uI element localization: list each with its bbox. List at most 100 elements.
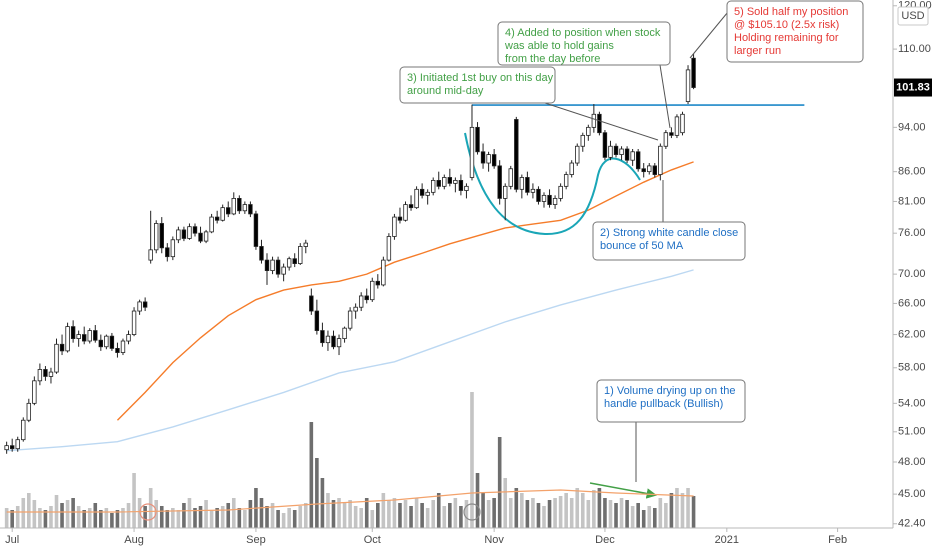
candle-body: [381, 259, 386, 286]
volume-bar: [592, 490, 596, 528]
candle-body: [647, 165, 652, 173]
volume-bar: [409, 506, 413, 528]
volume-bar: [287, 508, 291, 528]
callout-box: [497, 21, 671, 66]
volume-bar: [641, 510, 646, 528]
volume-bar: [10, 510, 14, 528]
candle-body: [187, 226, 192, 239]
candle-body: [259, 246, 264, 261]
candle-body: [613, 145, 619, 155]
candle-body: [608, 145, 613, 158]
y-tick-label: 76.00: [898, 227, 926, 239]
volume-bar: [508, 498, 513, 528]
volume-bar: [481, 493, 485, 528]
x-tick-label: Sep: [246, 534, 266, 546]
candle-body: [364, 295, 369, 301]
volume-bar: [337, 498, 341, 528]
volume-bar: [359, 508, 363, 528]
volume-bar: [376, 503, 380, 528]
candle-body: [491, 154, 497, 167]
volume-bar: [87, 508, 92, 528]
last-price-box: [894, 78, 932, 97]
x-tick-label: Oct: [364, 534, 381, 546]
candle-body: [37, 369, 43, 382]
candle-body: [26, 402, 32, 421]
candle-body: [137, 301, 142, 312]
candle-body: [87, 330, 92, 342]
volume-bar: [215, 508, 219, 528]
candle-body: [403, 204, 408, 221]
moving-average-line: [6, 269, 694, 452]
candle-body: [525, 177, 530, 193]
x-tick-label: Dec: [595, 534, 615, 546]
candle-body: [447, 177, 453, 184]
candle-body: [226, 207, 231, 215]
candle-body: [419, 188, 425, 196]
y-tick-label: 48.00: [898, 456, 926, 468]
volume-bar: [353, 506, 358, 528]
axes: 120.00 110.00 94.00 86.00 81.00 76.00 70.00 66.…: [5, 0, 932, 546]
x-tick-label: Jul: [5, 534, 19, 546]
candle-body: [9, 445, 15, 450]
volume-bar: [387, 500, 391, 528]
volume-bar: [691, 496, 696, 528]
volume-bar: [82, 510, 87, 528]
volume-bar: [580, 493, 585, 528]
candle-body: [453, 180, 458, 184]
candle-body: [541, 194, 547, 202]
candle-body: [635, 151, 641, 170]
candle-body: [641, 168, 646, 173]
event-marker: [463, 503, 481, 521]
candle-body: [469, 126, 475, 178]
callout-text: handle pullback (Bullish): [604, 398, 723, 410]
candle-body: [131, 310, 137, 335]
y-tick-label: 42.40: [898, 518, 926, 530]
volume-bar: [209, 510, 214, 528]
volume-bar: [331, 500, 336, 528]
y-tick-label: 54.00: [898, 397, 926, 409]
candle-body: [15, 439, 20, 450]
candle-body: [342, 327, 347, 339]
candle-body: [669, 132, 674, 136]
volume-bar: [148, 488, 153, 528]
volume-average-line: [6, 489, 694, 513]
candle-body: [281, 266, 286, 275]
volume-bar: [658, 498, 663, 528]
candle-body: [347, 310, 353, 329]
volume-bar: [597, 488, 602, 528]
candle-body: [358, 295, 364, 308]
y-tick-label: 81.00: [898, 195, 926, 207]
volume-bar: [686, 488, 690, 528]
candle-body: [514, 119, 519, 190]
volume-bar: [248, 500, 253, 528]
volume-bar: [614, 503, 618, 528]
volume-bar: [348, 500, 352, 528]
currency-label: USD: [901, 10, 924, 22]
volume-bar: [520, 493, 524, 528]
volume-bar: [420, 503, 424, 528]
y-tick-label: 94.00: [898, 121, 926, 133]
y-tick-label: 45.00: [898, 488, 926, 500]
candle-body: [159, 223, 164, 249]
volume-bar: [159, 506, 164, 528]
volume-bar: [398, 503, 402, 528]
callout-box: [399, 66, 556, 104]
candle-body: [663, 132, 669, 147]
volume-bar: [370, 510, 375, 528]
candle-body: [575, 145, 580, 164]
volume-bar: [21, 498, 26, 528]
volume-bar: [470, 392, 474, 528]
callout-text: from the day before: [505, 53, 600, 65]
candle-body: [54, 343, 59, 373]
volume-bar: [536, 503, 541, 528]
volume-bar: [65, 500, 70, 528]
volume-bar: [60, 503, 64, 528]
volume-bar: [182, 503, 186, 528]
candle-body: [480, 151, 486, 164]
candle-body: [370, 280, 375, 301]
candle-body: [309, 295, 314, 312]
candle-body: [602, 132, 608, 158]
volume-bar: [652, 508, 657, 528]
x-tick-label: Nov: [484, 534, 504, 546]
